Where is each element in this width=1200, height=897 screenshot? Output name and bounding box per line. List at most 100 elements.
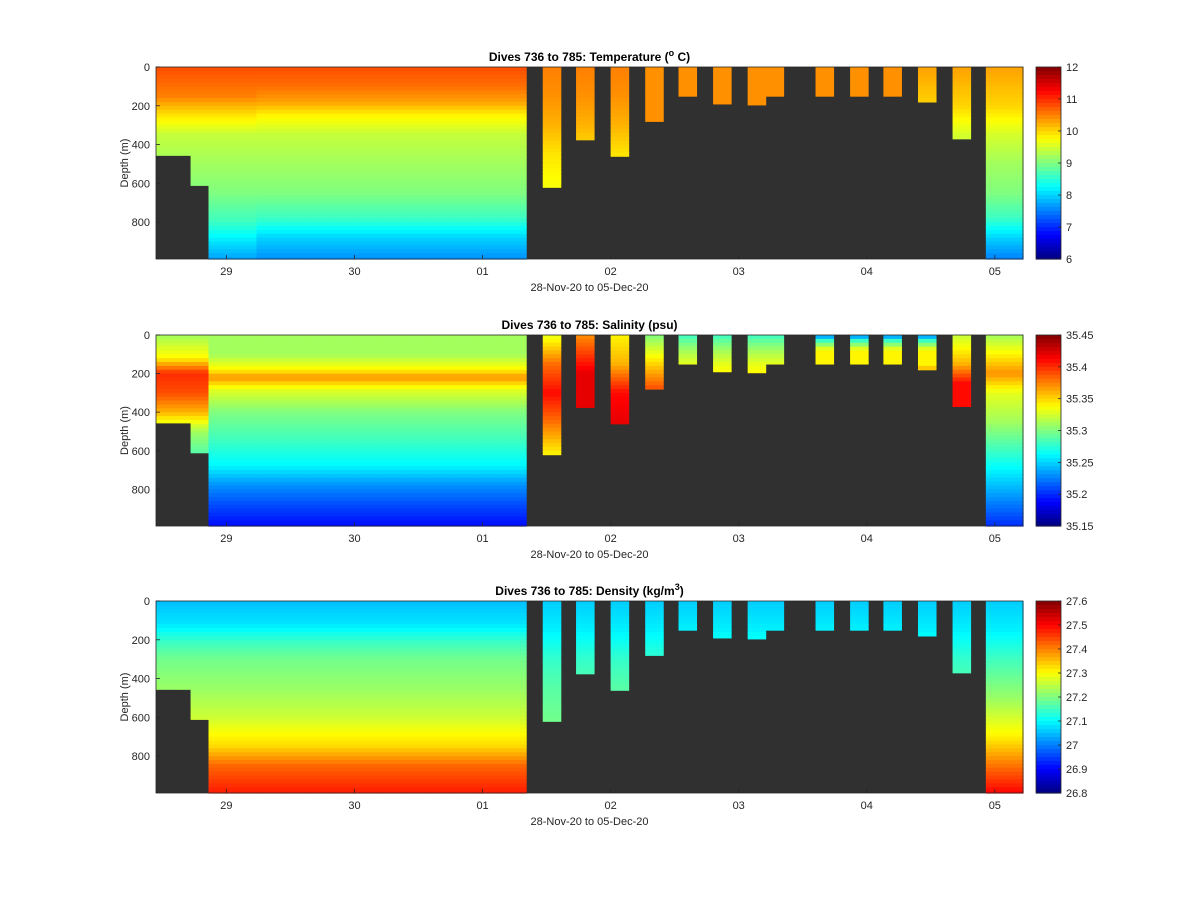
heatmap-cell [448,431,474,436]
heatmap-cell [985,686,1011,691]
heatmap-cell [472,647,498,653]
heatmap-cell [678,616,698,621]
heatmap-cell [208,666,234,672]
heatmap-cell [256,78,282,84]
heatmap-cell [376,389,402,394]
heatmap-cell [985,416,1011,421]
heatmap-cell [985,721,1011,726]
heatmap-cell [280,136,306,142]
heatmap-cell [496,697,522,703]
heatmap-cell [256,132,282,138]
heatmap-cell [400,253,426,258]
heatmap-cell [256,257,282,260]
heatmap-cell [520,237,527,243]
heatmap-cell [472,167,498,173]
heatmap-cell [180,136,192,142]
heatmap-cell [304,473,330,479]
heatmap-cell [985,257,1011,260]
heatmap-cell [328,226,354,231]
heatmap-cell [576,404,595,408]
heatmap-cell [520,659,527,664]
heatmap-cell [520,705,527,711]
heatmap-cell [280,82,306,87]
heatmap-cell [400,365,426,371]
heatmap-cell [376,713,402,718]
heatmap-cell [232,67,258,72]
colorbar-tick-label: 9 [1066,158,1072,170]
heatmap-cell [472,674,498,680]
heatmap-cell [400,132,426,138]
heatmap-cell [328,477,354,483]
heatmap-cell [424,109,450,115]
heatmap-cell [376,373,402,379]
heatmap-cell [472,381,498,386]
colorbar-segment [1036,346,1061,352]
heatmap-cell [472,620,498,625]
heatmap-cell [472,446,498,452]
heatmap-cell [985,473,1011,479]
heatmap-cell [576,377,595,382]
heatmap-cell [208,86,234,91]
heatmap-cell [448,493,474,498]
dive-profile-10 [765,67,785,97]
heatmap-cell [280,752,306,757]
heatmap-cell [917,620,937,625]
heatmap-cell [190,423,210,429]
heatmap-cell [496,335,522,340]
heatmap-cell [180,152,192,156]
heatmap-cell [280,732,306,738]
heatmap-cell [883,624,902,629]
heatmap-cell [472,639,498,645]
heatmap-cell [448,175,474,181]
heatmap-cell [424,362,450,367]
dive-profile-2 [208,601,527,794]
heatmap-cell [280,222,306,227]
heatmap-cell [1009,214,1024,219]
heatmap-cell [232,767,258,773]
heatmap-cell [376,763,402,769]
heatmap-cell [424,125,450,130]
heatmap-cell [424,175,450,181]
heatmap-cell [496,381,522,386]
heatmap-cell [256,756,282,761]
heatmap-cell [180,659,192,664]
heatmap-cell [190,86,210,91]
heatmap-cell [304,493,330,498]
heatmap-cell [448,171,474,177]
heatmap-cell [883,90,902,95]
heatmap-cell [156,78,181,84]
heatmap-cell [400,214,426,219]
heatmap-cell [328,500,354,506]
heatmap-cell [280,101,306,107]
heatmap-cell [328,129,354,134]
heatmap-cell [304,198,330,204]
heatmap-cell [472,725,498,730]
heatmap-cell [400,462,426,467]
heatmap-cell [190,628,210,633]
y-tick-label: 400 [132,407,150,419]
heatmap-cell [256,125,282,130]
heatmap-cell [448,160,474,165]
colorbar-segment [1036,111,1061,116]
heatmap-cell [304,144,330,150]
heatmap-cell [232,701,258,707]
heatmap-cell [448,744,474,749]
heatmap-cell [610,132,630,138]
heatmap-cell [280,105,306,111]
heatmap-cell [256,396,282,402]
heatmap-cell [280,392,306,398]
heatmap-cell [520,109,527,115]
heatmap-cell [520,635,527,641]
heatmap-cell [850,612,869,618]
heatmap-cell [472,431,498,436]
heatmap-cell [376,416,402,421]
heatmap-cell [472,412,498,417]
heatmap-cell [180,419,192,424]
heatmap-cell [352,241,378,247]
heatmap-cell [400,101,426,107]
heatmap-cell [328,210,354,215]
colorbar-segment [1036,378,1061,384]
heatmap-cell [424,396,450,402]
heatmap-cell [190,443,210,448]
heatmap-cell [472,187,498,192]
